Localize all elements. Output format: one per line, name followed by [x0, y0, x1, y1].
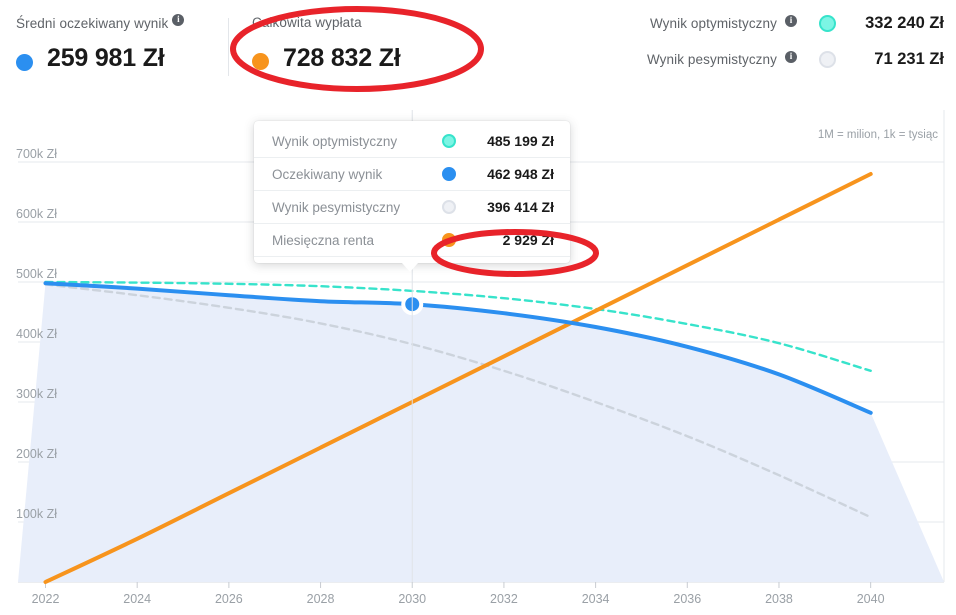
- info-icon[interactable]: [172, 13, 185, 26]
- summary-pessimistic-label: Wynik pesymistyczny: [646, 52, 777, 67]
- y-axis-tick-label: 700k Zł: [16, 147, 57, 161]
- y-axis-tick-label: 600k Zł: [16, 207, 57, 221]
- x-axis-tick-label: 2022: [32, 592, 60, 606]
- legend-dot-pessimistic: [819, 51, 836, 68]
- summary-header: Średni oczekiwany wynik 259 981 Zł Całko…: [0, 0, 956, 110]
- summary-expected-label: Średni oczekiwany wynik: [16, 15, 169, 31]
- series-line: [43, 172, 873, 584]
- x-axis-tick-label: 2028: [307, 592, 335, 606]
- x-axis-tick-label: 2032: [490, 592, 518, 606]
- x-axis-tick-label: 2036: [673, 592, 701, 606]
- summary-total-payout-value: 728 832 Zł: [283, 44, 401, 72]
- tooltip-row-label: Wynik pesymistyczny: [272, 199, 401, 215]
- x-axis-tick-label: 2034: [582, 592, 610, 606]
- y-axis-tick-label: 100k Zł: [16, 507, 57, 521]
- chart-area-fill: [18, 283, 944, 582]
- chart-unit-note: 1M = milion, 1k = tysiąc: [818, 129, 938, 141]
- chart-tooltip: Wynik optymistyczny 485 199 Zł Oczekiwany …: [254, 121, 570, 272]
- chart-canvas[interactable]: 100k Zł 200k Zł 300k Zł 400k Zł 500k Zł 600k …: [0, 110, 956, 615]
- series-line: [44, 283, 872, 519]
- legend-dot-optimistic: [819, 15, 836, 32]
- summary-expected-value: 259 981 Zł: [47, 44, 165, 73]
- summary-optimistic-label: Wynik optymistyczny: [649, 16, 777, 31]
- x-axis-tick-label: 2040: [857, 592, 885, 606]
- series-line: [43, 281, 873, 415]
- summary-pessimistic: Wynik pesymistyczny 71 231 Zł: [647, 50, 944, 69]
- summary-optimistic: Wynik optymistyczny 332 240 Zł: [650, 14, 944, 33]
- summary-optimistic-value: 332 240 Zł: [865, 14, 944, 32]
- tooltip-row: Wynik optymistyczny 485 199 Zł: [254, 125, 570, 158]
- x-axis-tick-label: 2038: [765, 592, 793, 606]
- tooltip-row-value: 462 948 Zł: [487, 166, 554, 182]
- tooltip-row-label: Miesięczna renta: [272, 232, 375, 248]
- y-axis-tick-label: 200k Zł: [16, 447, 57, 461]
- summary-total-payout: Całkowita wypłata 728 832 Zł: [252, 14, 401, 73]
- projection-chart[interactable]: 100k Zł 200k Zł 300k Zł 400k Zł 500k Zł 600k …: [0, 110, 956, 615]
- series-line: [44, 280, 872, 372]
- tooltip-row-dot: [442, 233, 456, 247]
- tooltip-row-value: 2 929 Zł: [502, 232, 554, 248]
- tooltip-row-value: 485 199 Zł: [487, 133, 554, 149]
- x-axis-tick-label: 2030: [398, 592, 426, 606]
- tooltip-row: Miesięczna renta 2 929 Zł: [254, 224, 570, 257]
- chart-series: [43, 172, 873, 584]
- legend-dot-expected: [16, 53, 33, 71]
- summary-total-payout-label: Całkowita wypłata: [252, 15, 362, 31]
- header-divider: [228, 18, 229, 76]
- tooltip-row: Oczekiwany wynik 462 948 Zł: [254, 158, 570, 191]
- x-axis-tick-label: 2026: [215, 592, 243, 606]
- chart-unit-note-text: 1M = milion, 1k = tysiąc: [818, 129, 938, 141]
- summary-expected-result: Średni oczekiwany wynik 259 981 Zł: [16, 13, 185, 73]
- tooltip-row-dot: [442, 167, 456, 181]
- y-axis-tick-label: 500k Zł: [16, 267, 57, 281]
- tooltip-row: Wynik pesymistyczny 396 414 Zł: [254, 191, 570, 224]
- summary-pessimistic-value: 71 231 Zł: [874, 50, 944, 68]
- tooltip-row-dot: [442, 134, 456, 148]
- chart-x-axis-labels: 2022 2024 2026 2028 2030 2032 2034 2036 2038 2040: [32, 592, 885, 606]
- legend-dot-total-payout: [252, 53, 269, 71]
- tooltip-row-value: 396 414 Zł: [487, 199, 554, 215]
- area-fill-expected: [18, 283, 944, 582]
- tooltip-notch: [402, 263, 418, 272]
- x-axis-tick-label: 2024: [123, 592, 151, 606]
- info-icon[interactable]: [785, 50, 797, 63]
- y-axis-tick-label: 300k Zł: [16, 387, 57, 401]
- tooltip-row-label: Wynik optymistyczny: [272, 133, 398, 149]
- tooltip-row-dot: [442, 200, 456, 214]
- y-axis-tick-label: 400k Zł: [16, 327, 57, 341]
- info-icon[interactable]: [785, 14, 797, 27]
- tooltip-row-label: Oczekiwany wynik: [272, 166, 383, 182]
- chart-y-axis-labels: 100k Zł 200k Zł 300k Zł 400k Zł 500k Zł 600k …: [16, 147, 57, 521]
